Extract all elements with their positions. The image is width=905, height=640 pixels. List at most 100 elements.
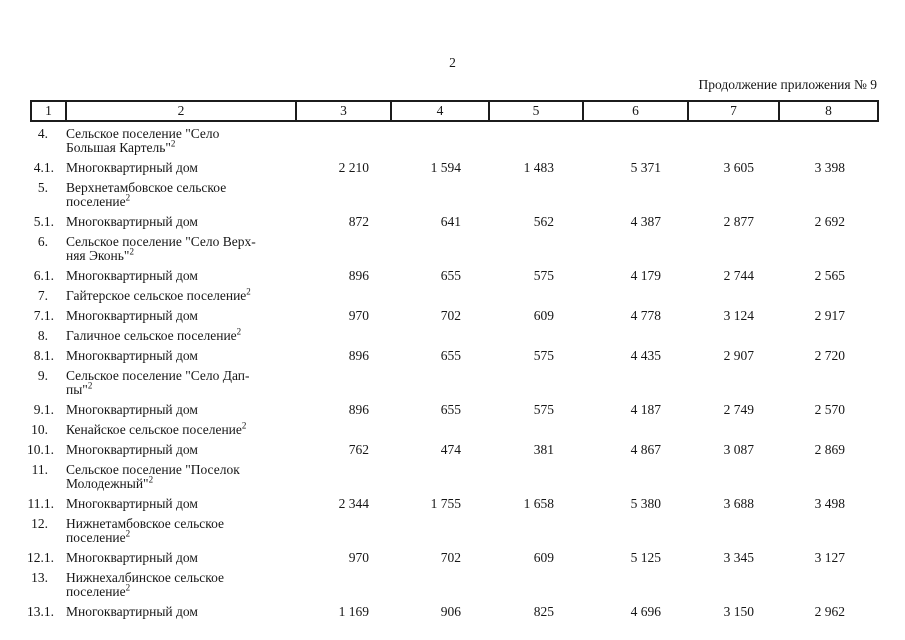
value-cell (583, 284, 688, 303)
value-cell (688, 230, 779, 263)
value-cell: 575 (533, 348, 554, 363)
row-name: Сельское поселение "Село Большая Картель"… (66, 126, 220, 155)
table-row: 13.1. Многоквартирный дом 1 169 906 825 4 696… (27, 599, 878, 620)
value-cell: 3 498 (814, 496, 845, 511)
value-cell (296, 121, 391, 155)
footnote-ref: 2 (87, 380, 93, 391)
value-cell: 906 (440, 604, 461, 619)
value-cell: 609 (533, 308, 554, 323)
value-cell: 3 345 (723, 550, 754, 565)
row-number: 5.1. (33, 214, 54, 229)
value-cell (688, 324, 779, 343)
value-cell (779, 176, 878, 209)
table-row: 7. Гайтерское сельское поселение2 (31, 284, 878, 303)
column-header-3: 3 (295, 100, 392, 122)
value-cell: 4 867 (630, 442, 661, 457)
footnote-ref: 2 (125, 582, 131, 593)
table-row: 12.1. Многоквартирный дом 970 702 609 5 125 3 … (27, 545, 878, 566)
table-row: 5. Верхнетамбовское сельское поселение2 (31, 176, 878, 209)
value-cell: 655 (440, 402, 461, 417)
table-row: 8.1. Многоквартирный дом 896 655 575 4 435 2 9… (31, 343, 878, 364)
value-cell: 1 594 (430, 160, 461, 175)
value-cell (391, 176, 489, 209)
name-cell: 13. Нижнехалбинское сельское поселение2 (31, 566, 296, 599)
value-cell: 4 778 (630, 308, 661, 323)
value-cell: 702 (440, 308, 461, 323)
row-name: Кенайское сельское поселение2 (66, 420, 247, 437)
row-number: 9.1. (33, 402, 54, 417)
value-cell: 2 720 (814, 348, 845, 363)
value-cell (489, 458, 583, 491)
value-cell (583, 418, 688, 437)
value-cell: 3 124 (723, 308, 754, 323)
value-cell: 5 371 (630, 160, 661, 175)
row-number: 7.1. (33, 308, 54, 323)
name-cell: 11. Сельское поселение "Поселок Молодежный… (31, 458, 296, 491)
row-number: 7. (37, 288, 48, 303)
value-cell: 762 (348, 442, 369, 457)
value-cell (489, 230, 583, 263)
value-cell: 381 (533, 442, 554, 457)
name-cell: 4.1. Многоквартирный дом (31, 155, 296, 176)
value-cell: 4 696 (630, 604, 661, 619)
page-number: 2 (449, 55, 456, 70)
row-name: Многоквартирный дом (66, 160, 198, 175)
value-cell: 5 380 (630, 496, 661, 511)
footnote-ref: 2 (125, 528, 131, 539)
value-cell: 562 (533, 214, 554, 229)
value-cell: 970 (348, 308, 369, 323)
value-cell: 474 (440, 442, 461, 457)
value-cell (296, 512, 391, 545)
value-cell: 5 125 (630, 550, 661, 565)
row-number: 4. (37, 126, 48, 141)
value-cell: 970 (348, 550, 369, 565)
name-cell: 10.1. Многоквартирный дом (27, 437, 296, 458)
value-cell (489, 121, 583, 155)
value-cell (779, 566, 878, 599)
row-number: 6. (37, 234, 48, 249)
row-number: 13. (31, 570, 48, 585)
value-cell (489, 284, 583, 303)
value-cell (296, 324, 391, 343)
value-cell: 2 692 (814, 214, 845, 229)
name-cell: 6. Сельское поселение "Село Верх-няя Экон… (31, 230, 296, 263)
name-cell: 12. Нижнетамбовское сельское поселение2 (31, 512, 296, 545)
name-cell: 5. Верхнетамбовское сельское поселение2 (31, 176, 296, 209)
name-cell: 10. Кенайское сельское поселение2 (31, 418, 296, 437)
value-cell: 2 917 (814, 308, 845, 323)
value-cell (779, 230, 878, 263)
row-name: Гайтерское сельское поселение2 (66, 286, 251, 303)
table-row: 6.1. Многоквартирный дом 896 655 575 4 179 2 7… (31, 263, 878, 284)
row-number: 9. (37, 368, 48, 383)
value-cell (391, 324, 489, 343)
table-header-row: 1 2 3 4 5 6 7 8 (30, 100, 879, 122)
value-cell: 575 (533, 268, 554, 283)
column-header-4: 4 (390, 100, 490, 122)
row-name: Многоквартирный дом (66, 496, 198, 511)
value-cell (489, 512, 583, 545)
row-number: 10. (31, 422, 48, 437)
value-cell (779, 284, 878, 303)
footnote-ref: 2 (241, 420, 247, 431)
value-cell: 896 (348, 348, 369, 363)
appendix-table: 1 2 3 4 5 6 7 8 4. Сельское поселение "Се… (27, 100, 879, 620)
column-header-1: 1 (30, 100, 67, 122)
name-cell: 6.1. Многоквартирный дом (31, 263, 296, 284)
name-cell: 8. Галичное сельское поселение2 (31, 324, 296, 343)
value-cell: 2 907 (723, 348, 754, 363)
value-cell: 655 (440, 348, 461, 363)
appendix-continuation-caption: Продолжение приложения № 9 (698, 77, 877, 92)
name-cell: 13.1. Многоквартирный дом (27, 599, 296, 620)
column-header-2: 2 (65, 100, 297, 122)
table-row: 7.1. Многоквартирный дом 970 702 609 4 778 3 1… (31, 303, 878, 324)
value-cell: 575 (533, 402, 554, 417)
value-cell: 655 (440, 268, 461, 283)
value-cell (583, 230, 688, 263)
value-cell (391, 230, 489, 263)
value-cell (583, 458, 688, 491)
value-cell: 4 387 (630, 214, 661, 229)
value-cell (779, 121, 878, 155)
value-cell (583, 364, 688, 397)
value-cell: 3 087 (723, 442, 754, 457)
